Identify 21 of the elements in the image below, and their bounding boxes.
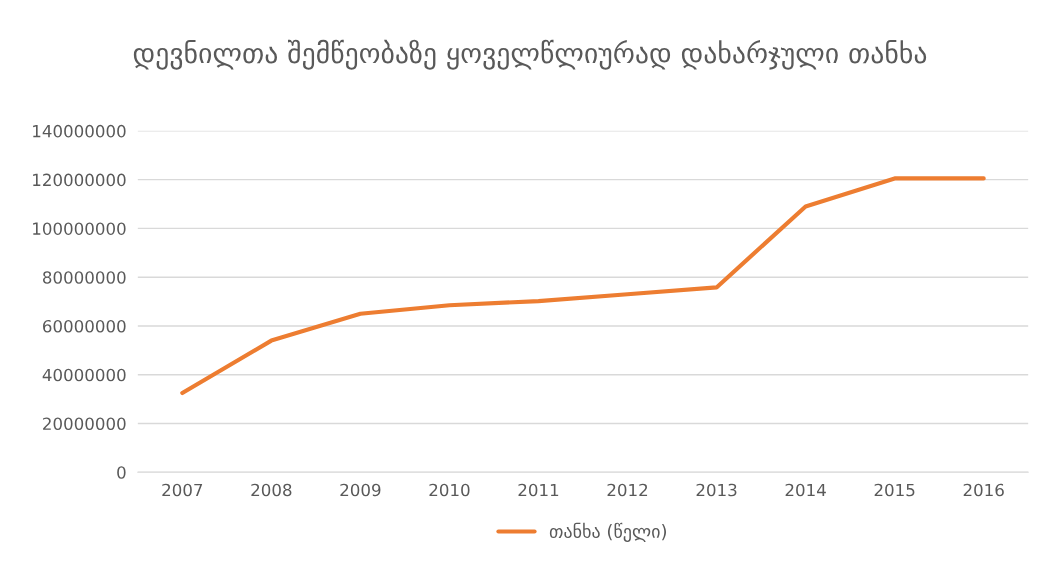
- x-tick-label: 2015: [874, 483, 915, 497]
- line-series: [180, 176, 986, 396]
- x-tick-label: 2009: [340, 483, 381, 497]
- y-tick-label: 60000000: [43, 319, 126, 333]
- y-tick-label: 40000000: [42, 368, 126, 382]
- x-tick-label: 2012: [607, 483, 648, 497]
- y-tick-label: 80000000: [42, 271, 126, 284]
- x-tick-label: 2013: [696, 483, 737, 497]
- y-tick-label: 20000000: [43, 417, 126, 431]
- x-tick-label: 2007: [162, 483, 203, 497]
- y-tick-label: 120000000: [33, 173, 126, 187]
- y-tick-label: 140000000: [33, 124, 126, 138]
- x-tick-label: 2011: [518, 483, 559, 497]
- x-tick-label: 2014: [785, 483, 826, 497]
- x-tick-label: 2008: [251, 483, 292, 497]
- legend-label: თანხა (წელი): [549, 522, 667, 543]
- y-tick-label: 0: [117, 466, 126, 479]
- x-tick-label: 2016: [963, 483, 1004, 497]
- y-tick-label: 100000000: [33, 222, 126, 235]
- x-tick-label: 2010: [429, 483, 470, 497]
- chart-title: დევნილთა შემწეობაზე ყოველწლიურად დახარჯული თანხა: [133, 39, 927, 70]
